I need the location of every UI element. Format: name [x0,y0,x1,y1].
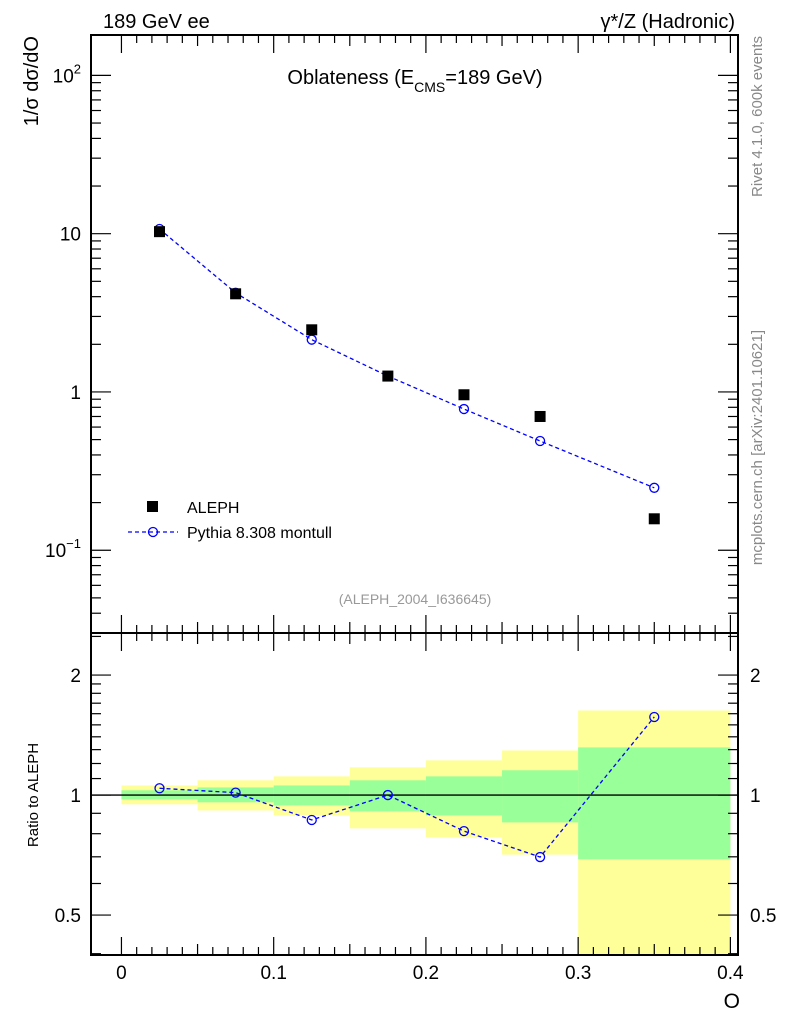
ratio-y-tick-label-right: 2 [750,666,761,687]
mc-point [649,482,660,493]
mc-line [159,228,655,489]
legend: ALEPH Pythia 8.308 montull [128,500,332,542]
header-left: 189 GeV ee [103,11,210,33]
y-tick-label: 102 [53,61,81,87]
y-tick-label: 10−1 [45,536,81,562]
ratio-y-tick-label-right: 1 [750,786,761,807]
ratio-mc-point [154,783,165,794]
data-point [382,370,394,382]
data-point [534,410,546,422]
band-1sigma [425,776,503,816]
ratio-mc-line [159,716,655,858]
x-tick-label: 0 [116,963,127,984]
data-point [230,288,242,300]
ratio-mc-point [306,814,317,826]
x-tick-label: 0.2 [413,963,439,984]
ratio-mc-point [230,787,241,798]
main-frame [90,34,739,634]
side-mcplots-text: mcplots.cern.ch [arXiv:2401.10621] [749,330,766,565]
legend-aleph-marker [147,501,158,512]
band-1sigma [578,747,731,860]
data-point [154,226,166,238]
legend-mc-marker [147,526,159,538]
x-tick-label: 0.3 [565,963,591,984]
legend-mc-label: Pythia 8.308 montull [187,525,332,542]
ratio-y-tick-label-right: 0.5 [750,906,776,927]
band-1sigma [502,770,579,823]
mc-point [306,334,317,345]
ratio-mc-point [458,825,470,837]
mc-point [458,403,470,415]
ratio-y-axis-label: Ratio to ALEPH [25,743,42,847]
ratio-y-tick-label: 1 [70,786,81,807]
y-axis-label: 1/σ dσ/dO [21,36,43,126]
data-point [648,513,660,525]
x-axis-label: O [724,990,740,1013]
legend-aleph-label: ALEPH [187,500,239,517]
ratio-y-tick-label: 0.5 [55,906,81,927]
chart-marks [154,223,660,863]
analysis-watermark: (ALEPH_2004_I636645) [339,591,492,607]
side-rivet-text: Rivet 4.1.0, 600k events [749,36,766,197]
ratio-mc-point [382,789,394,801]
x-tick-label: 0.1 [260,963,286,984]
mc-point [534,435,546,447]
x-tick-label: 0.4 [717,963,744,984]
ratio-frame [90,632,739,956]
data-point [306,324,318,336]
ratio-mc-point [649,711,660,723]
ratio-bands [91,710,738,955]
ratio-y-tick-label: 2 [70,666,81,687]
band-1sigma [349,780,426,812]
ratio-mc-point [534,851,546,863]
header-right: γ*/Z (Hadronic) [601,11,735,33]
main-title: Oblateness (ECMS=189 GeV) [287,67,542,95]
data-point [458,389,470,401]
y-tick-label: 1 [70,383,81,404]
axis-ticks: 0 0.1 0.2 0.3 0.4 10−1 1 10 102 0.5 0.5 1 1 2 2 [45,35,776,984]
y-tick-label: 10 [60,225,81,246]
